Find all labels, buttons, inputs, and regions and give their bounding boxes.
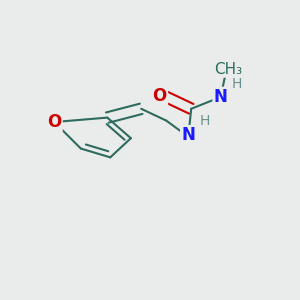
Text: N: N <box>214 88 228 106</box>
Text: H: H <box>199 114 210 128</box>
Text: CH₃: CH₃ <box>214 61 242 76</box>
Text: O: O <box>47 113 62 131</box>
Text: H: H <box>232 77 242 91</box>
Text: O: O <box>153 86 167 104</box>
Text: N: N <box>181 126 195 144</box>
